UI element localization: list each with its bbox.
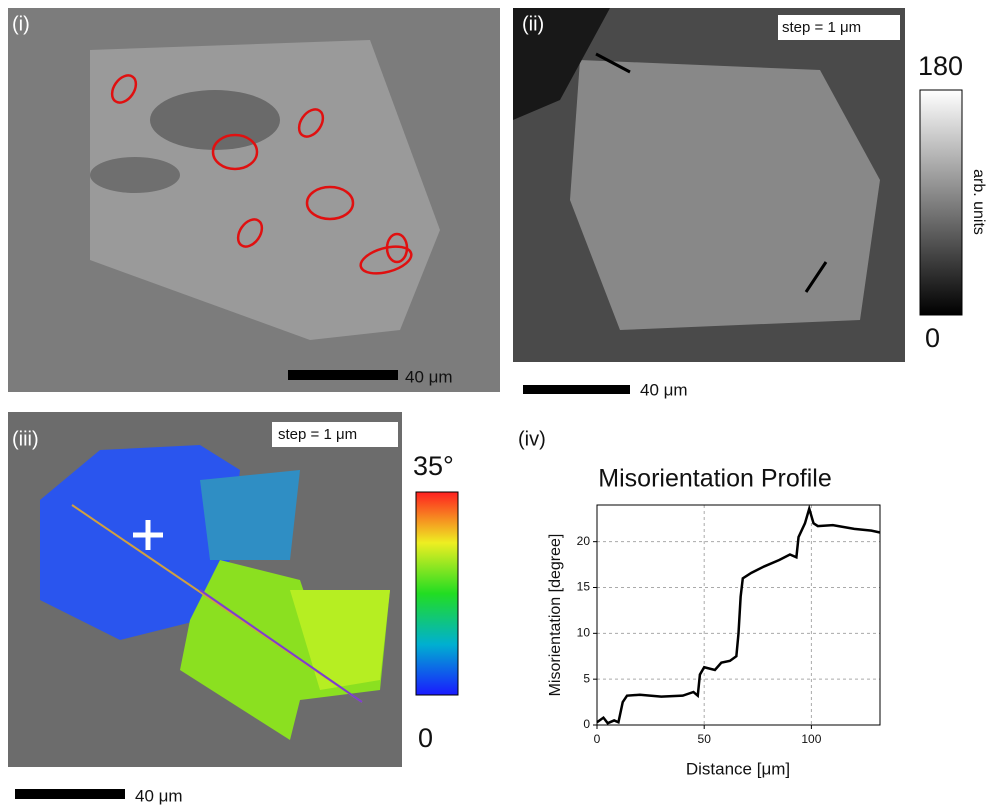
step-text: step = 1 μm: [278, 426, 357, 443]
panel-i: (i) 40 μm: [8, 8, 500, 392]
scale-bar: [523, 385, 630, 394]
x-tick-label: 50: [698, 732, 712, 746]
y-tick-label: 0: [583, 717, 590, 731]
label-box: [272, 422, 398, 447]
colorbar-max: 180: [918, 51, 963, 81]
panel-label: (iii): [12, 428, 39, 450]
grain: [290, 590, 390, 690]
y-tick-label: 10: [577, 626, 591, 640]
colorbar: [415, 491, 459, 696]
grain: [570, 60, 880, 330]
panel-iii: step = 1 μm (iii) 40 μm 35° 0: [8, 412, 459, 805]
chart: (iv) Misorientation Profile Distance [μm…: [518, 428, 881, 778]
colorbar-max: 35°: [413, 451, 454, 481]
colorbar: [919, 89, 963, 316]
x-tick-label: 100: [801, 732, 821, 746]
grain: [200, 470, 300, 560]
x-axis-label: Distance [μm]: [686, 759, 790, 778]
cross: [133, 520, 163, 550]
x-tick-label: 0: [594, 732, 601, 746]
chart-title: Misorientation Profile: [598, 465, 831, 493]
scale-text: 40 μm: [405, 367, 453, 386]
scale-bar: [288, 370, 398, 380]
colorbar-min: 0: [418, 723, 433, 753]
y-tick-label: 15: [577, 580, 591, 594]
panel-label: (i): [12, 13, 30, 35]
panel-label: (ii): [522, 13, 544, 35]
step-text: step = 1 μm: [782, 19, 861, 36]
arrow: [804, 261, 828, 293]
scale-text: 40 μm: [640, 380, 688, 399]
arrow: [595, 52, 631, 74]
profile-line: [199, 589, 363, 703]
dark-region: [513, 8, 610, 120]
scale-bar: [15, 789, 125, 799]
plot-frame: [596, 504, 881, 726]
data-line: [596, 504, 881, 725]
colorbar-label: arb. units: [970, 169, 987, 235]
colorbar-min: 0: [925, 323, 940, 353]
y-axis-label: Misorientation [degree]: [547, 534, 564, 697]
label-box: [778, 15, 900, 40]
panel-label: (iv): [518, 428, 546, 450]
scale-text: 40 μm: [135, 786, 183, 805]
region: [90, 157, 180, 193]
markers: [110, 74, 413, 275]
y-tick-label: 20: [577, 534, 591, 548]
grain: [40, 445, 240, 640]
panel-ii: step = 1 μm (ii) 40 μm 180 0 arb. units: [513, 8, 987, 399]
region: [150, 90, 280, 150]
y-tick-label: 5: [583, 671, 590, 685]
